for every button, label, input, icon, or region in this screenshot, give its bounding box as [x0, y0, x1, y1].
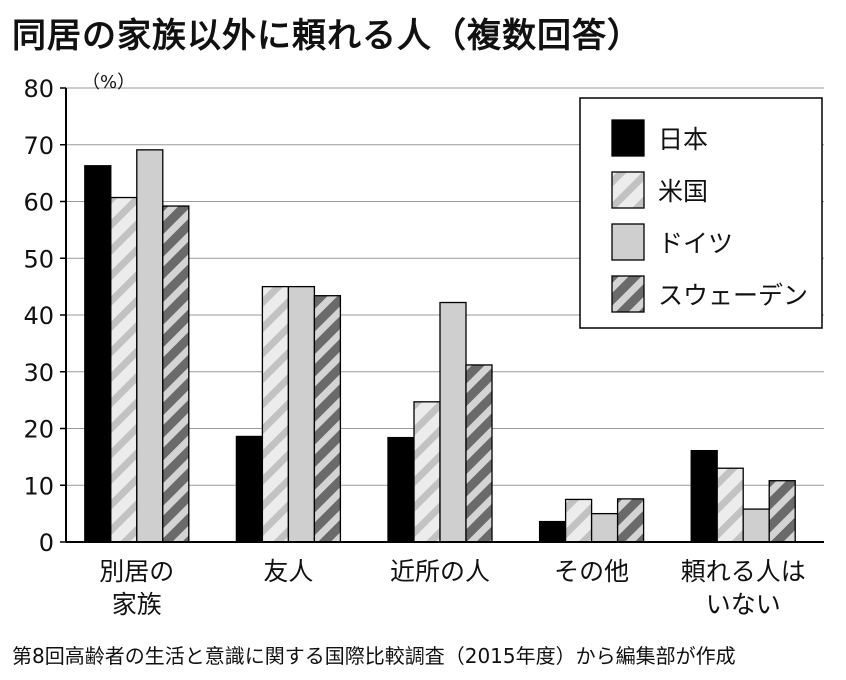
legend-label: 日本	[658, 125, 708, 154]
bar	[261, 285, 290, 543]
y-tick-label: 70	[23, 132, 54, 160]
bar	[235, 435, 264, 543]
y-tick-label: 50	[23, 245, 54, 273]
y-tick-label: 40	[23, 302, 54, 330]
y-unit-label: （%）	[82, 72, 135, 93]
bar	[538, 520, 567, 543]
legend-label: スウェーデン	[658, 281, 808, 310]
bar	[287, 285, 316, 543]
bar	[110, 196, 138, 543]
legend-label: 米国	[658, 177, 708, 206]
x-category-label: 近所の人	[390, 557, 490, 586]
x-category-label: 家族	[112, 590, 162, 619]
legend-swatch	[611, 119, 645, 157]
y-tick-label: 20	[23, 416, 54, 444]
source-note: 第8回高齢者の生活と意識に関する国際比較調査（2015年度）から編集部が作成	[12, 644, 736, 668]
y-tick-label: 30	[23, 359, 54, 387]
bar	[716, 467, 744, 543]
legend-swatch	[611, 223, 645, 261]
x-category-label: 別居の	[99, 557, 174, 586]
y-tick-label: 10	[23, 472, 54, 500]
chart-title: 同居の家族以外に頼れる人（複数回答）	[12, 16, 642, 56]
bar	[387, 436, 415, 543]
x-category-label: 頼れる人は	[681, 557, 806, 586]
bar	[413, 401, 441, 543]
x-category-label: その他	[554, 557, 629, 586]
bar	[742, 508, 770, 543]
bar	[136, 149, 164, 543]
y-tick-label: 80	[23, 75, 54, 103]
legend-swatch	[611, 171, 645, 209]
legend-swatch	[611, 275, 645, 313]
y-tick-label: 60	[23, 189, 54, 217]
y-tick-label: 0	[39, 529, 54, 557]
legend-label: ドイツ	[658, 229, 733, 258]
bar	[590, 512, 619, 543]
bar	[690, 449, 718, 543]
bar	[616, 498, 645, 543]
bar	[768, 480, 796, 543]
bar	[439, 301, 467, 543]
bar	[564, 498, 593, 543]
bar	[162, 205, 190, 543]
bar	[313, 295, 342, 543]
x-category-label: いない	[706, 590, 781, 619]
bar	[465, 364, 493, 543]
bar	[84, 165, 112, 543]
x-category-label: 友人	[263, 557, 313, 586]
